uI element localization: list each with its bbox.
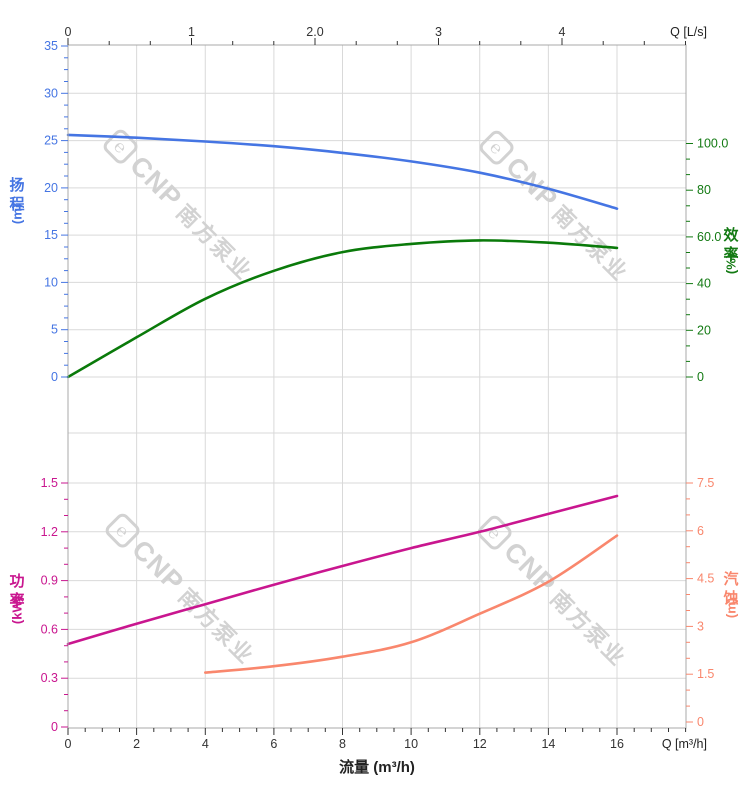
corner-labels: Q [L/s] Q [m³/h] [662, 25, 707, 751]
power-axis-title: 功率 (kW) [8, 572, 26, 624]
bottom-axis-corner-label: Q [m³/h] [662, 737, 707, 751]
tick-label: 0.6 [41, 622, 58, 636]
bottom-axis-labels: 0 2 4 6 8 10 12 14 16 [65, 737, 624, 751]
tick-label: 6 [697, 524, 704, 538]
tick-label: 0 [65, 737, 72, 751]
power-axis-title-text: 功率 [9, 573, 25, 609]
gridlines [68, 45, 686, 728]
tick-label: 15 [44, 228, 58, 242]
efficiency-curve [66, 239, 619, 379]
npsh-axis-labels: 0 1.5 3 4.5 6 7.5 [697, 476, 714, 729]
tick-label: 4 [202, 737, 209, 751]
tick-label: 1.2 [41, 525, 58, 539]
tick-label: 16 [610, 737, 624, 751]
power-axis-unit: (kW) [9, 595, 25, 625]
npsh-axis-unit: (m) [723, 597, 739, 619]
power-axis-ticks [61, 482, 68, 728]
top-axis-labels: 0 1 2.0 3 4 [65, 25, 566, 39]
flow-axis-title: 流量 (m³/h) [339, 759, 415, 776]
tick-label: 0 [697, 370, 704, 384]
tick-label: 10 [44, 275, 58, 289]
tick-label: 0 [697, 715, 704, 729]
tick-label: 6 [270, 737, 277, 751]
tick-label: 10 [404, 737, 418, 751]
head-axis-title: 扬程 (m) [8, 176, 26, 224]
tick-label: 0 [65, 25, 72, 39]
tick-label: 0 [51, 370, 58, 384]
tick-label: 1 [188, 25, 195, 39]
tick-label: 1.5 [697, 667, 714, 681]
tick-label: 0.3 [41, 671, 58, 685]
tick-label: 2 [133, 737, 140, 751]
npsh-axis-ticks [686, 482, 693, 723]
tick-label: 5 [51, 323, 58, 337]
tick-label: 3 [697, 619, 704, 633]
plot-frame [67, 44, 687, 729]
head-axis-title-text: 扬程 [9, 177, 25, 213]
tick-label: 25 [44, 134, 58, 148]
tick-label: 1.5 [41, 476, 58, 490]
head-axis-ticks [61, 45, 68, 378]
tick-label: 100.0 [697, 137, 728, 151]
efficiency-axis-ticks [686, 143, 693, 378]
top-axis-corner-label: Q [L/s] [670, 25, 707, 39]
tick-label: 20 [44, 181, 58, 195]
tick-label: 14 [541, 737, 555, 751]
tick-label: 4 [559, 25, 566, 39]
efficiency-axis-labels: 0 20 40 60.0 80 100.0 [697, 137, 728, 385]
tick-label: 12 [473, 737, 487, 751]
power-axis-labels: 0 0.3 0.6 0.9 1.2 1.5 [41, 476, 58, 734]
tick-label: 20 [697, 323, 711, 337]
tick-label: 8 [339, 737, 346, 751]
npsh-axis-title-text: 汽蚀 [723, 571, 739, 607]
head-axis-labels: 0 5 10 15 20 25 30 35 [44, 39, 58, 384]
tick-label: 3 [435, 25, 442, 39]
tick-label: 30 [44, 86, 58, 100]
efficiency-axis-title-text: 效率 [723, 227, 739, 263]
tick-label: 2.0 [306, 25, 323, 39]
tick-label: 80 [697, 183, 711, 197]
power-curve [66, 494, 619, 646]
tick-label: 0.9 [41, 574, 58, 588]
npsh-axis-title: 汽蚀 (m) [722, 570, 740, 618]
head-curve [66, 133, 619, 210]
tick-label: 40 [697, 277, 711, 291]
tick-label: 60.0 [697, 230, 721, 244]
efficiency-axis-title: 效率 (%) [722, 226, 740, 274]
tick-label: 7.5 [697, 476, 714, 490]
efficiency-axis-unit: (%) [723, 253, 739, 275]
tick-label: 4.5 [697, 572, 714, 586]
bottom-axis-ticks [67, 728, 687, 735]
head-axis-unit: (m) [9, 203, 25, 225]
tick-label: 35 [44, 39, 58, 53]
top-axis-ticks [67, 38, 686, 45]
tick-label: 0 [51, 720, 58, 734]
npsh-curve [204, 534, 619, 674]
